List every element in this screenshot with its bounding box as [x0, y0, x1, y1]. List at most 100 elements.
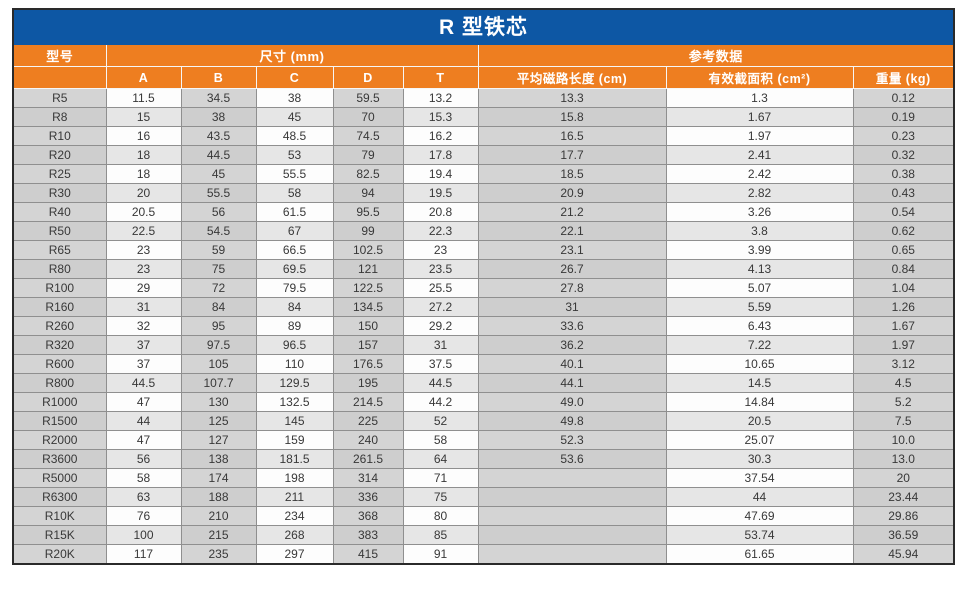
value-cell: 44.1 — [477, 373, 667, 393]
value-cell: 44 — [105, 411, 182, 431]
value-cell: 20.5 — [665, 411, 854, 431]
value-cell: 4.13 — [665, 259, 854, 279]
header-col-c: C — [255, 66, 334, 89]
title-row: R 型铁芯 — [12, 8, 955, 45]
value-cell: 76 — [105, 506, 182, 526]
model-cell: R20K — [12, 544, 107, 564]
value-cell: 23 — [105, 259, 182, 279]
value-cell: 23.1 — [477, 240, 667, 260]
value-cell: 0.65 — [852, 240, 955, 260]
value-cell: 0.84 — [852, 259, 955, 279]
table-row: R15K 100 215 268 383 85 53.74 36.59 — [12, 525, 955, 545]
value-cell: 52.3 — [477, 430, 667, 450]
value-cell: 336 — [332, 487, 404, 507]
value-cell: 0.32 — [852, 145, 955, 165]
value-cell: 18.5 — [477, 164, 667, 184]
table-row: R260 32 95 89 150 29.2 33.6 6.43 1.67 — [12, 316, 955, 336]
value-cell: 1.97 — [852, 335, 955, 355]
value-cell: 5.2 — [852, 392, 955, 412]
value-cell: 80 — [402, 506, 479, 526]
table-row: R1500 44 125 145 225 52 49.8 20.5 7.5 — [12, 411, 955, 431]
model-cell: R6300 — [12, 487, 107, 507]
table-row: R40 20.5 56 61.5 95.5 20.8 21.2 3.26 0.54 — [12, 202, 955, 222]
value-cell: 36.59 — [852, 525, 955, 545]
value-cell: 20 — [105, 183, 182, 203]
table-row: R1000 47 130 132.5 214.5 44.2 49.0 14.84 5.2 — [12, 392, 955, 412]
table-row: R100 29 72 79.5 122.5 25.5 27.8 5.07 1.04 — [12, 278, 955, 298]
value-cell: 27.2 — [402, 297, 479, 317]
value-cell: 21.2 — [477, 202, 667, 222]
value-cell: 44.5 — [105, 373, 182, 393]
value-cell: 91 — [402, 544, 479, 564]
value-cell: 2.82 — [665, 183, 854, 203]
model-cell: R20 — [12, 145, 107, 165]
value-cell: 268 — [255, 525, 334, 545]
header-col-magnetic-path-length: 平均磁路长度 (cm) — [477, 66, 667, 89]
value-cell: 22.1 — [477, 221, 667, 241]
value-cell: 13.0 — [852, 449, 955, 469]
value-cell: 22.5 — [105, 221, 182, 241]
value-cell: 59.5 — [332, 88, 404, 108]
value-cell: 52 — [402, 411, 479, 431]
model-cell: R65 — [12, 240, 107, 260]
value-cell: 53 — [255, 145, 334, 165]
value-cell: 1.26 — [852, 297, 955, 317]
value-cell: 195 — [332, 373, 404, 393]
value-cell: 23 — [105, 240, 182, 260]
value-cell: 15.3 — [402, 107, 479, 127]
value-cell: 25.07 — [665, 430, 854, 450]
table-row: R80 23 75 69.5 121 23.5 26.7 4.13 0.84 — [12, 259, 955, 279]
value-cell — [477, 487, 667, 507]
model-cell: R1500 — [12, 411, 107, 431]
header-col-weight: 重量 (kg) — [852, 66, 955, 89]
value-cell: 45 — [180, 164, 257, 184]
value-cell: 210 — [180, 506, 257, 526]
value-cell: 71 — [402, 468, 479, 488]
value-cell: 75 — [402, 487, 479, 507]
value-cell: 125 — [180, 411, 257, 431]
value-cell: 34.5 — [180, 88, 257, 108]
value-cell: 3.26 — [665, 202, 854, 222]
value-cell: 44 — [665, 487, 854, 507]
model-cell: R1000 — [12, 392, 107, 412]
value-cell: 7.5 — [852, 411, 955, 431]
value-cell: 29 — [105, 278, 182, 298]
table-row: R160 31 84 84 134.5 27.2 31 5.59 1.26 — [12, 297, 955, 317]
value-cell: 79.5 — [255, 278, 334, 298]
value-cell: 14.84 — [665, 392, 854, 412]
value-cell: 6.43 — [665, 316, 854, 336]
value-cell: 368 — [332, 506, 404, 526]
value-cell: 44.5 — [402, 373, 479, 393]
value-cell: 23.44 — [852, 487, 955, 507]
value-cell: 17.8 — [402, 145, 479, 165]
value-cell: 0.43 — [852, 183, 955, 203]
value-cell: 13.2 — [402, 88, 479, 108]
value-cell: 18 — [105, 145, 182, 165]
value-cell: 225 — [332, 411, 404, 431]
model-cell: R80 — [12, 259, 107, 279]
value-cell: 17.7 — [477, 145, 667, 165]
table-row: R65 23 59 66.5 102.5 23 23.1 3.99 0.65 — [12, 240, 955, 260]
value-cell: 110 — [255, 354, 334, 374]
value-cell: 61.65 — [665, 544, 854, 564]
table-body: R5 11.5 34.5 38 59.5 13.2 13.3 1.3 0.12 R8 15 38 45 7… — [12, 88, 955, 564]
value-cell: 29.2 — [402, 316, 479, 336]
header-col-effective-cross-section: 有效截面积 (cm²) — [665, 66, 854, 89]
value-cell: 69.5 — [255, 259, 334, 279]
value-cell: 10.65 — [665, 354, 854, 374]
value-cell: 117 — [105, 544, 182, 564]
value-cell: 95.5 — [332, 202, 404, 222]
value-cell: 0.23 — [852, 126, 955, 146]
model-cell: R25 — [12, 164, 107, 184]
value-cell: 53.6 — [477, 449, 667, 469]
value-cell: 49.0 — [477, 392, 667, 412]
model-cell: R160 — [12, 297, 107, 317]
value-cell: 47 — [105, 430, 182, 450]
value-cell: 66.5 — [255, 240, 334, 260]
value-cell: 29.86 — [852, 506, 955, 526]
value-cell: 2.41 — [665, 145, 854, 165]
value-cell: 20.5 — [105, 202, 182, 222]
value-cell: 211 — [255, 487, 334, 507]
value-cell: 56 — [180, 202, 257, 222]
value-cell: 37.54 — [665, 468, 854, 488]
